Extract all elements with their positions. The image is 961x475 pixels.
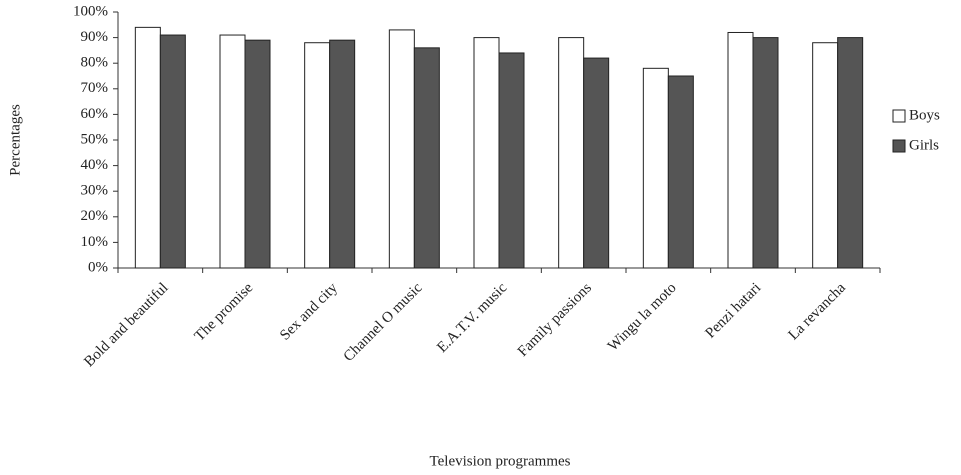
y-tick-label: 40%	[81, 157, 109, 173]
bar	[329, 39, 356, 269]
bar	[642, 67, 669, 269]
y-tick-label: 50%	[81, 131, 109, 147]
x-axis-label: Television programmes	[430, 453, 571, 469]
bar	[667, 75, 694, 269]
bar	[388, 29, 415, 269]
legend-label: Girls	[909, 137, 939, 153]
legend-marker	[892, 139, 906, 153]
bar	[583, 57, 610, 269]
bar	[473, 37, 500, 269]
x-tick-label: E.A.T.V. music	[434, 280, 510, 356]
bar	[812, 42, 839, 269]
bar	[727, 31, 754, 269]
y-tick-label: 100%	[73, 3, 108, 19]
bar	[837, 37, 864, 269]
bar	[498, 52, 525, 269]
y-tick-label: 70%	[81, 80, 109, 96]
x-tick-label: Sex and city	[277, 280, 341, 344]
x-tick-label: La revancha	[785, 280, 849, 344]
y-tick-label: 60%	[81, 106, 109, 122]
bar	[558, 37, 585, 269]
x-tick-label: Bold and beautiful	[81, 280, 171, 370]
y-tick-label: 90%	[81, 29, 109, 45]
bar	[159, 34, 186, 269]
bar	[413, 47, 440, 269]
legend-label: Boys	[909, 107, 940, 123]
y-tick-label: 20%	[81, 208, 109, 224]
y-tick-label: 80%	[81, 55, 109, 71]
bar	[244, 39, 271, 269]
y-tick-label: 10%	[81, 234, 109, 250]
y-tick-label: 30%	[81, 183, 109, 199]
legend-marker	[892, 109, 906, 123]
x-tick-label: The promise	[192, 280, 257, 345]
bar	[304, 42, 331, 269]
x-tick-label: Wingu la moto	[605, 280, 680, 355]
bar	[134, 26, 161, 269]
x-tick-label: Channel O music	[341, 280, 426, 365]
bar	[219, 34, 246, 269]
x-tick-label: Family passions	[515, 280, 595, 360]
y-axis-label: Percentages	[7, 104, 23, 176]
y-tick-label: 0%	[88, 259, 108, 275]
x-tick-label: Penzi hatari	[703, 280, 765, 342]
bar	[752, 37, 779, 269]
